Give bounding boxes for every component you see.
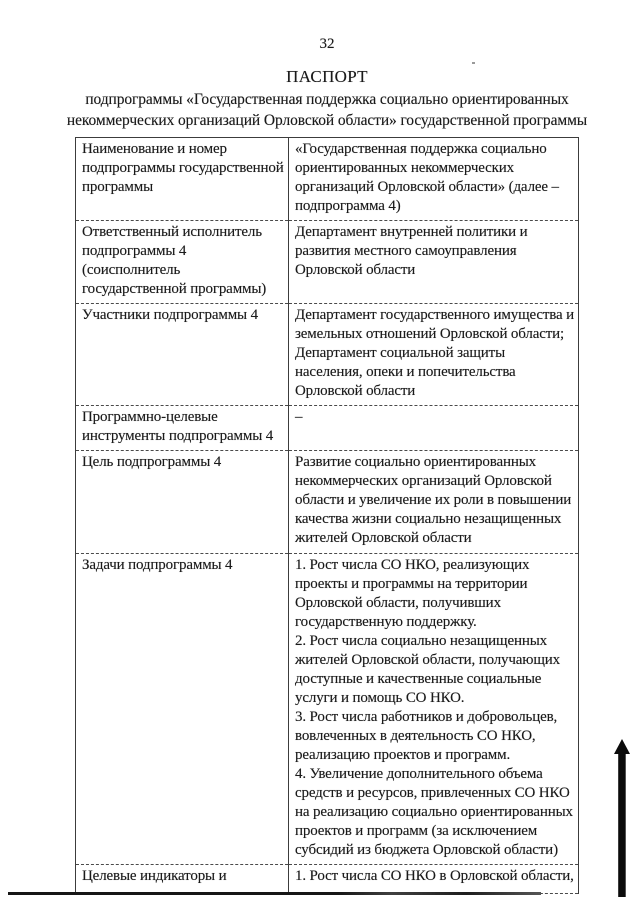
table-row: Целевые индикаторы и 1. Рост числа СО НК…: [75, 864, 579, 894]
document-subtitle: подпрограммы «Государственная поддержка …: [66, 91, 588, 129]
row-value: Развитие социально ориентированных неком…: [288, 450, 579, 554]
row-value: 1. Рост числа СО НКО в Орловской области…: [288, 864, 579, 894]
row-value: –: [288, 405, 579, 451]
up-arrow-scan-mark: [614, 739, 630, 897]
row-value: Департамент государственного имущества и…: [288, 303, 579, 406]
table-row: Участники подпрограммы 4 Департамент гос…: [75, 303, 579, 406]
ink-speck: [472, 62, 475, 64]
document-header: 32 ПАСПОРТ подпрограммы «Государственная…: [14, 36, 640, 131]
row-label: Задачи подпрограммы 4: [75, 553, 289, 865]
row-label: Ответственный исполнитель подпрограммы 4…: [75, 220, 289, 304]
row-label: Цель подпрограммы 4: [75, 450, 289, 554]
horizontal-scan-line: [8, 892, 541, 895]
passport-table: Наименование и номер подпрограммы госуда…: [75, 137, 579, 894]
row-label: Целевые индикаторы и: [75, 864, 289, 894]
page-number: 32: [319, 36, 335, 52]
row-value: Департамент внутренней политики и развит…: [288, 220, 579, 304]
row-value: «Государственная поддержка социально ори…: [288, 137, 579, 221]
table-row: Задачи подпрограммы 4 1. Рост числа СО Н…: [75, 553, 579, 865]
table-row: Программно-целевые инструменты подпрогра…: [75, 405, 579, 451]
row-label: Участники подпрограммы 4: [75, 303, 289, 406]
table-row: Наименование и номер подпрограммы госуда…: [75, 137, 579, 221]
row-label: Наименование и номер подпрограммы госуда…: [75, 137, 289, 221]
row-value: 1. Рост числа СО НКО, реализующих проект…: [288, 553, 579, 865]
table-row: Цель подпрограммы 4 Развитие социально о…: [75, 450, 579, 554]
row-label: Программно-целевые инструменты подпрогра…: [75, 405, 289, 451]
document-title: ПАСПОРТ: [286, 67, 368, 86]
table-row: Ответственный исполнитель подпрограммы 4…: [75, 220, 579, 304]
